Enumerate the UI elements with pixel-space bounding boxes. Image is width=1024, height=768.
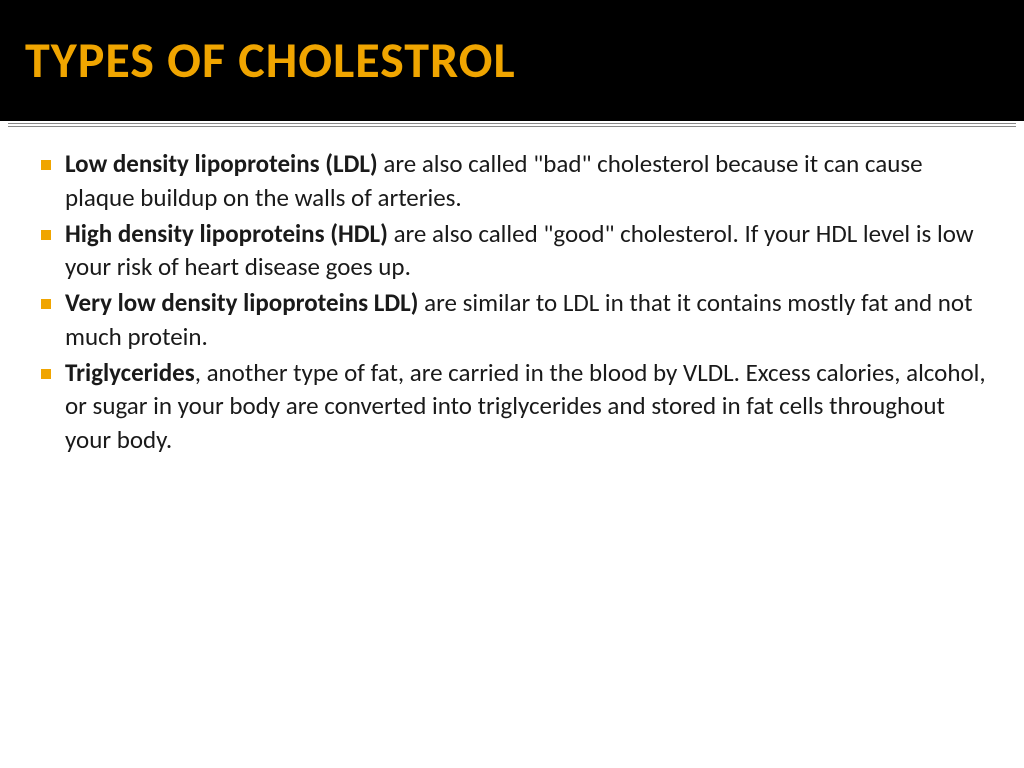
list-item: Very low density lipoproteins LDL) are s… — [35, 286, 989, 354]
list-item: Triglycerides, another type of fat, are … — [35, 356, 989, 457]
list-item: High density lipoproteins (HDL) are also… — [35, 217, 989, 285]
bullet-list: Low density lipoproteins (LDL) are also … — [35, 147, 989, 457]
content-area: Low density lipoproteins (LDL) are also … — [0, 127, 1024, 479]
list-item: Low density lipoproteins (LDL) are also … — [35, 147, 989, 215]
title-bar: TYPES OF CHOLESTROL — [0, 0, 1024, 121]
item-bold: Low density lipoproteins (LDL) — [65, 148, 383, 179]
item-bold: Triglycerides — [65, 357, 195, 388]
slide-title: TYPES OF CHOLESTROL — [25, 30, 999, 91]
item-text: , another type of fat, are carried in th… — [65, 357, 986, 456]
item-bold: Very low density lipoproteins LDL) — [65, 287, 424, 318]
item-bold: High density lipoproteins (HDL) — [65, 218, 394, 249]
